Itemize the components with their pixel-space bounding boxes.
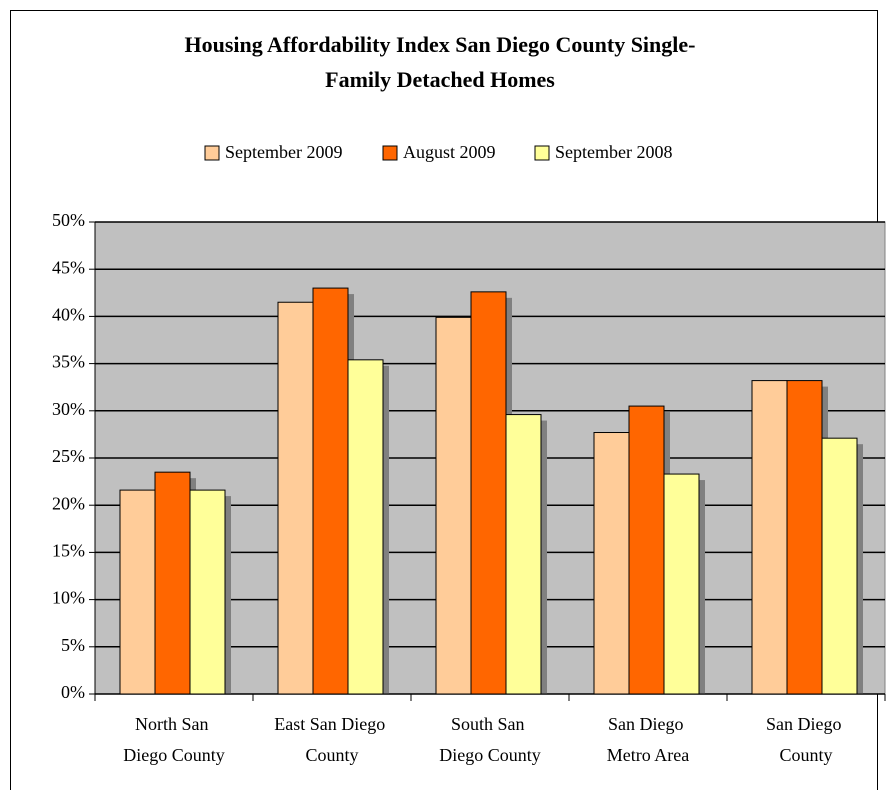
- y-tick-label: 45%: [52, 257, 85, 277]
- bar: [505, 414, 542, 695]
- y-tick-label: 30%: [52, 399, 85, 419]
- bar: [663, 473, 700, 695]
- bar: [312, 287, 349, 695]
- bar: [470, 291, 507, 695]
- bar: [786, 380, 823, 695]
- bar: [435, 316, 472, 695]
- legend-label: September 2008: [555, 142, 672, 162]
- chart-title: Housing Affordability Index San Diego Co…: [185, 32, 696, 92]
- legend-label: September 2009: [225, 142, 342, 162]
- y-tick-label: 25%: [52, 446, 85, 466]
- bar: [154, 471, 191, 695]
- x-tick-label: North San Diego County: [123, 714, 225, 765]
- bar: [119, 489, 156, 695]
- bar: [628, 405, 665, 695]
- legend-swatch: [382, 145, 398, 161]
- x-tick-label: South San Diego County: [439, 714, 541, 765]
- y-tick-label: 40%: [52, 305, 85, 325]
- legend-swatch: [534, 145, 550, 161]
- bar: [821, 437, 858, 695]
- y-tick-label: 5%: [61, 635, 85, 655]
- x-tick-label: East San Diego County: [274, 714, 389, 765]
- legend-swatch: [204, 145, 220, 161]
- y-tick-label: 35%: [52, 352, 85, 372]
- y-tick-label: 50%: [52, 210, 85, 230]
- x-tick-label: San Diego Metro Area: [607, 714, 689, 765]
- legend-label: August 2009: [403, 142, 496, 162]
- bar: [347, 359, 384, 695]
- y-tick-label: 20%: [52, 493, 85, 513]
- x-tick-label: San Diego County: [766, 714, 846, 765]
- y-tick-label: 15%: [52, 541, 85, 561]
- y-tick-label: 0%: [61, 682, 85, 702]
- bar: [751, 380, 788, 695]
- bar: [593, 432, 630, 695]
- y-tick-label: 10%: [52, 588, 85, 608]
- bar: [189, 489, 226, 695]
- bar: [277, 301, 314, 695]
